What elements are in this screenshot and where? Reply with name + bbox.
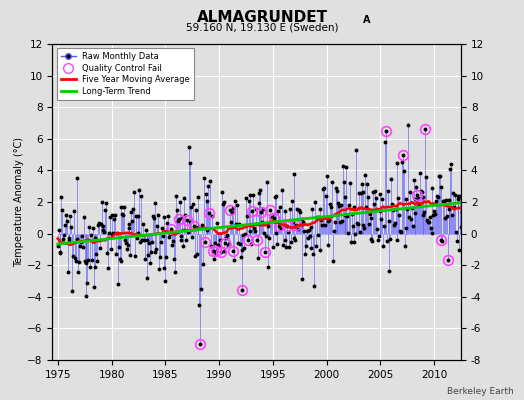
Text: ALMAGRUNDET: ALMAGRUNDET xyxy=(196,10,328,25)
Text: A: A xyxy=(363,15,370,25)
Text: Berkeley Earth: Berkeley Earth xyxy=(447,387,514,396)
Y-axis label: Temperature Anomaly (°C): Temperature Anomaly (°C) xyxy=(15,137,25,267)
Text: 59.160 N, 19.130 E (Sweden): 59.160 N, 19.130 E (Sweden) xyxy=(185,22,339,32)
Legend: Raw Monthly Data, Quality Control Fail, Five Year Moving Average, Long-Term Tren: Raw Monthly Data, Quality Control Fail, … xyxy=(57,48,194,100)
